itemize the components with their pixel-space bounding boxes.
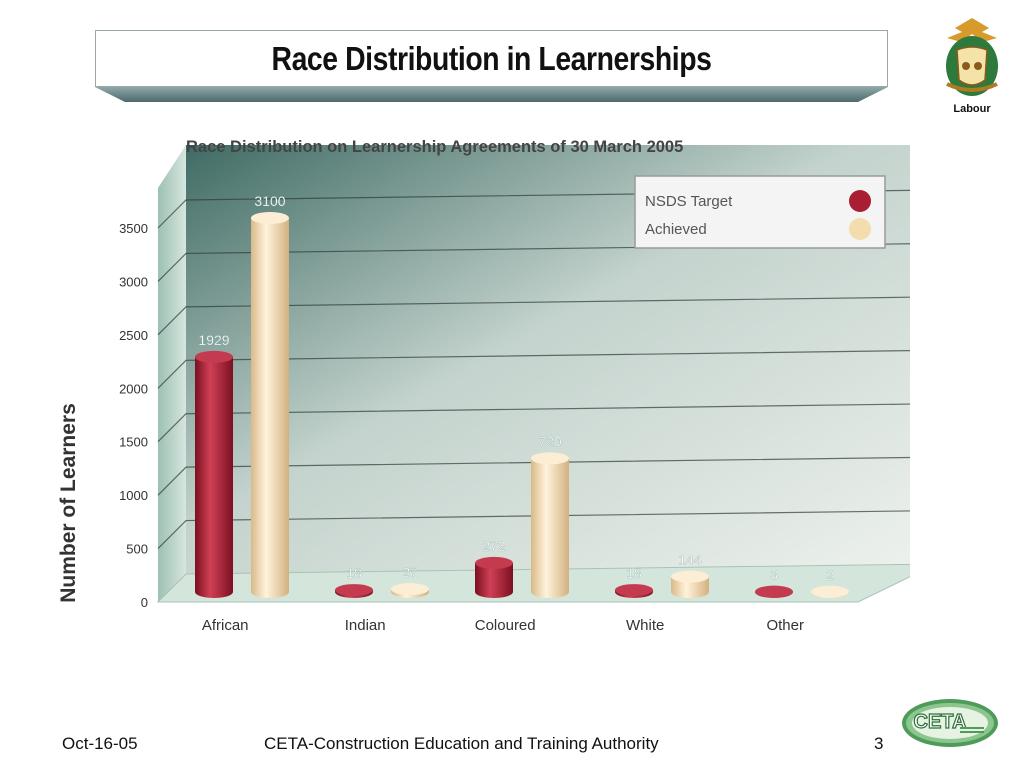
bar-achieved: [531, 458, 569, 598]
x-tick-label: White: [626, 617, 664, 634]
legend-box: [634, 175, 886, 249]
legend-label: NSDS Target: [645, 193, 733, 210]
data-label: 27: [402, 564, 418, 580]
gridline: [157, 509, 937, 549]
logo-label: Labour: [953, 103, 991, 115]
y-tick-label: 2500: [119, 328, 148, 343]
bar-top: [671, 570, 709, 583]
x-tick-label: Other: [766, 617, 804, 634]
y-tick-label: 2000: [119, 381, 148, 396]
slide-title: Race Distribution in Learnerships: [271, 40, 712, 77]
data-label: 144: [678, 552, 702, 568]
y-tick-label: 3000: [119, 274, 148, 289]
ceta-logo-text: CETA: [914, 711, 967, 733]
data-label: 18: [346, 565, 362, 581]
y-tick-label: 1500: [119, 435, 148, 450]
data-label: 720: [538, 433, 562, 449]
data-label: 18: [626, 565, 642, 581]
legend-swatch: [849, 190, 871, 212]
bar-top: [755, 585, 793, 598]
gridline: [157, 456, 937, 496]
coat-of-arms-logo: Labour: [935, 14, 1009, 118]
bar-achieved: [251, 218, 289, 598]
gridline: [157, 403, 937, 443]
bar-top: [615, 584, 653, 597]
bar-top: [811, 585, 849, 598]
y-tick-label: 3500: [119, 221, 148, 236]
gridline: [157, 349, 937, 389]
x-tick-label: Indian: [345, 617, 386, 634]
bar-top: [251, 212, 289, 224]
bar-top: [195, 350, 233, 363]
data-label: 2: [826, 567, 834, 583]
plot-back-wall: [186, 145, 936, 574]
bar-nsds-target: [475, 562, 513, 598]
data-label: 272: [482, 538, 506, 554]
x-axis-ticks: African Indian Coloured White Other: [202, 617, 804, 634]
bar-achieved: [671, 576, 709, 598]
bar-top: [531, 452, 569, 465]
data-label: 1929: [198, 332, 229, 348]
legend-swatch: [849, 218, 871, 240]
y-tick-label: 500: [126, 542, 148, 557]
ceta-logo-icon: CETA: [902, 699, 998, 747]
x-tick-label: African: [202, 617, 249, 634]
data-label: 3: [770, 567, 778, 583]
data-label: 3100: [254, 193, 285, 209]
coat-of-arms-icon: [946, 18, 998, 96]
legend: NSDS Target Achieved: [634, 175, 886, 249]
legend-label: Achieved: [645, 221, 707, 238]
y-tick-label: 1000: [119, 488, 148, 503]
bar-top: [391, 583, 429, 596]
chart: Race Distribution on Learnership Agreeme…: [50, 128, 937, 648]
footer-date: Oct-16-05: [62, 734, 138, 753]
ceta-logo: CETA: [900, 697, 1000, 749]
chart-canvas: 0 500 1000 1500 2000 2500 3000 3500 1929 3100 18 2…: [57, 145, 937, 634]
y-tick-label: 0: [141, 595, 148, 610]
footer-organization: CETA-Construction Education and Training…: [264, 734, 659, 753]
y-axis-label: Number of Learners: [57, 403, 80, 603]
bar-top: [475, 556, 513, 569]
title-banner-shape: [95, 30, 888, 102]
chart-title: Race Distribution on Learnership Agreeme…: [186, 138, 684, 156]
title-banner: Race Distribution in Learnerships: [95, 30, 888, 102]
page-number: 3: [874, 734, 884, 753]
gridline: [157, 296, 937, 336]
bars: 1929 3100 18 27 272 720 18 144 3 2: [195, 193, 849, 598]
bar-top: [335, 584, 373, 597]
y-axis-ticks: 0 500 1000 1500 2000 2500 3000 3500: [119, 221, 148, 610]
bar-nsds-target: [195, 356, 233, 598]
x-tick-label: Coloured: [475, 617, 536, 634]
